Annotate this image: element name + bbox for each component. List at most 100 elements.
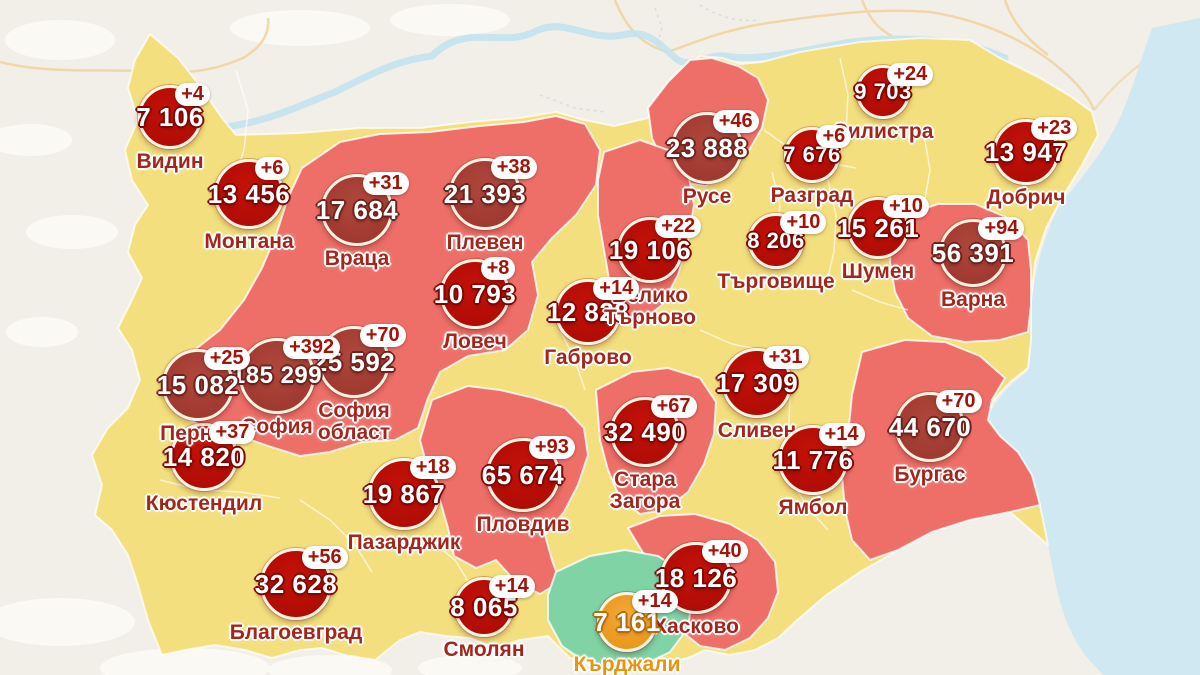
case-count-circle[interactable]: 10 793 xyxy=(434,259,516,329)
daily-delta-badge: +67 xyxy=(650,395,697,418)
province-label: Стара Загора xyxy=(609,468,681,513)
case-count-value: 13 947 xyxy=(984,136,1068,167)
province-marker-plovdiv[interactable]: 65 674 +93 Пловдив xyxy=(476,436,575,536)
province-label: Ямбол xyxy=(778,496,848,519)
province-marker-kardzhali[interactable]: 7 161 +14 Кърджали xyxy=(574,590,680,675)
province-marker-varna[interactable]: 56 391 +94 Варна xyxy=(932,217,1025,311)
case-count-circle[interactable]: 19 106 xyxy=(609,217,691,283)
province-label: Монтана xyxy=(204,230,294,253)
province-marker-kyustendil[interactable]: 14 820 +37 Кюстендил xyxy=(146,421,262,515)
province-marker-sliven[interactable]: 17 309 +31 Сливен xyxy=(716,346,809,442)
province-label: Търговище xyxy=(717,270,835,293)
province-marker-pazardzhik[interactable]: 19 867 +18 Пазарджик xyxy=(348,456,460,554)
province-marker-razgrad[interactable]: 7 676 +6 Разград xyxy=(771,125,853,207)
daily-delta-badge: +37 xyxy=(209,421,256,444)
province-marker-pleven[interactable]: 21 393 +38 Плевен xyxy=(444,156,537,254)
province-label: Бургас xyxy=(894,463,966,486)
province-marker-pernik[interactable]: 15 082 +25 Перник xyxy=(157,347,250,445)
province-marker-stara-zagora[interactable]: 32 490 +67 Стара Загора xyxy=(604,395,697,513)
case-count-value: 65 674 xyxy=(481,459,565,490)
daily-delta-badge: +25 xyxy=(203,347,250,370)
daily-delta-badge: +14 xyxy=(818,423,865,446)
daily-delta-badge: +31 xyxy=(362,172,409,195)
case-count-value: 13 456 xyxy=(207,178,291,209)
province-marker-dobrich[interactable]: 13 947 +23 Добрич xyxy=(985,117,1078,209)
province-marker-vratsa[interactable]: 17 684 +31 Враца xyxy=(316,172,409,270)
province-label: Варна xyxy=(940,288,1006,311)
daily-delta-badge: +93 xyxy=(528,436,575,459)
case-count-value: 32 628 xyxy=(254,568,338,599)
province-label: Кърджали xyxy=(573,653,681,675)
case-count-value: 32 490 xyxy=(603,416,687,447)
case-count-circle[interactable]: 21 393 xyxy=(444,158,526,230)
province-marker-sofia[interactable]: 185 299 +392 София xyxy=(232,336,341,438)
case-count-circle[interactable]: 7 106 xyxy=(136,85,204,149)
case-count-circle[interactable]: 56 391 xyxy=(932,219,1014,287)
province-marker-silistra[interactable]: 9 703 +24 Силистра xyxy=(833,63,933,143)
daily-delta-badge: +46 xyxy=(712,110,759,133)
black-sea xyxy=(987,18,1200,675)
province-marker-smolyan[interactable]: 8 065 +14 Смолян xyxy=(443,575,535,661)
terrain-highlights xyxy=(0,4,522,675)
daily-delta-badge: +56 xyxy=(301,546,348,569)
daily-delta-badge: +38 xyxy=(490,156,537,179)
daily-delta-badge: +14 xyxy=(488,575,535,598)
province-marker-shumen[interactable]: 15 261 +10 Шумен xyxy=(837,195,929,283)
province-marker-montana[interactable]: 13 456 +6 Монтана xyxy=(204,157,294,253)
daily-delta-badge: +10 xyxy=(780,211,827,234)
province-marker-vidin[interactable]: 7 106 +4 Видин xyxy=(136,83,210,173)
province-marker-blagoevgrad[interactable]: 32 628 +56 Благоевград xyxy=(230,546,362,644)
province-label: Благоевград xyxy=(229,621,363,644)
case-count-value: 44 670 xyxy=(888,411,972,442)
case-count-circle[interactable]: 18 126 xyxy=(655,542,737,614)
province-marker-lovech[interactable]: 10 793 +8 Ловеч xyxy=(434,257,516,353)
case-count-value: 12 828 xyxy=(546,296,630,327)
province-label: Габрово xyxy=(544,346,632,369)
province-label: София област xyxy=(317,399,391,444)
province-label: Шумен xyxy=(841,260,915,283)
province-label: Видин xyxy=(136,150,204,173)
province-label: Пазарджик xyxy=(347,531,461,554)
daily-delta-badge: +8 xyxy=(480,257,516,280)
case-count-value: 14 820 xyxy=(162,441,246,472)
case-count-value: 15 082 xyxy=(156,369,240,400)
case-count-value: 7 106 xyxy=(136,101,204,132)
daily-delta-badge: +4 xyxy=(175,83,210,106)
case-count-circle[interactable]: 7 161 xyxy=(593,592,660,652)
province-marker-targovishte[interactable]: 8 206 +10 Търговище xyxy=(717,211,835,293)
province-marker-burgas[interactable]: 44 670 +70 Бургас xyxy=(889,390,982,486)
daily-delta-badge: +22 xyxy=(655,215,702,238)
province-label: Враца xyxy=(324,247,390,270)
case-count-value: 56 391 xyxy=(931,237,1015,268)
case-count-circle[interactable]: 8 206 xyxy=(747,213,804,269)
province-marker-yambol[interactable]: 11 776 +14 Ямбол xyxy=(772,423,865,519)
province-label: Русе xyxy=(682,185,732,208)
case-count-circle[interactable]: 65 674 xyxy=(482,438,564,512)
province-label: Силистра xyxy=(832,120,934,143)
daily-delta-badge: +70 xyxy=(359,324,406,347)
daily-delta-badge: +23 xyxy=(1031,117,1078,140)
case-count-value: 23 888 xyxy=(665,132,749,163)
province-label: Разград xyxy=(770,184,854,207)
province-marker-gabrovo[interactable]: 12 828 +14 Габрово xyxy=(544,277,640,369)
case-count-value: 17 684 xyxy=(315,194,399,225)
province-label: Плевен xyxy=(446,231,524,254)
province-marker-veliko-tarnovo[interactable]: 19 106 +22 Велико Търново xyxy=(604,215,702,329)
province-marker-ruse[interactable]: 23 888 +46 Русе xyxy=(666,110,759,208)
daily-delta-badge: +24 xyxy=(887,63,934,86)
province-label: Хасково xyxy=(653,615,739,638)
daily-delta-badge: +18 xyxy=(409,456,456,479)
daily-delta-badge: +94 xyxy=(978,217,1025,240)
case-count-value: 18 126 xyxy=(654,562,738,593)
province-label: Пловдив xyxy=(476,513,570,536)
province-label: Сливен xyxy=(717,419,797,442)
case-count-circle[interactable]: 44 670 xyxy=(889,392,971,462)
province-label: София xyxy=(241,415,313,438)
daily-delta-badge: +14 xyxy=(593,277,640,300)
daily-delta-badge: +31 xyxy=(762,346,809,369)
province-marker-haskovo[interactable]: 18 126 +40 Хасково xyxy=(653,540,748,638)
case-count-value: 21 393 xyxy=(443,178,527,209)
province-label: Ловеч xyxy=(443,330,507,353)
